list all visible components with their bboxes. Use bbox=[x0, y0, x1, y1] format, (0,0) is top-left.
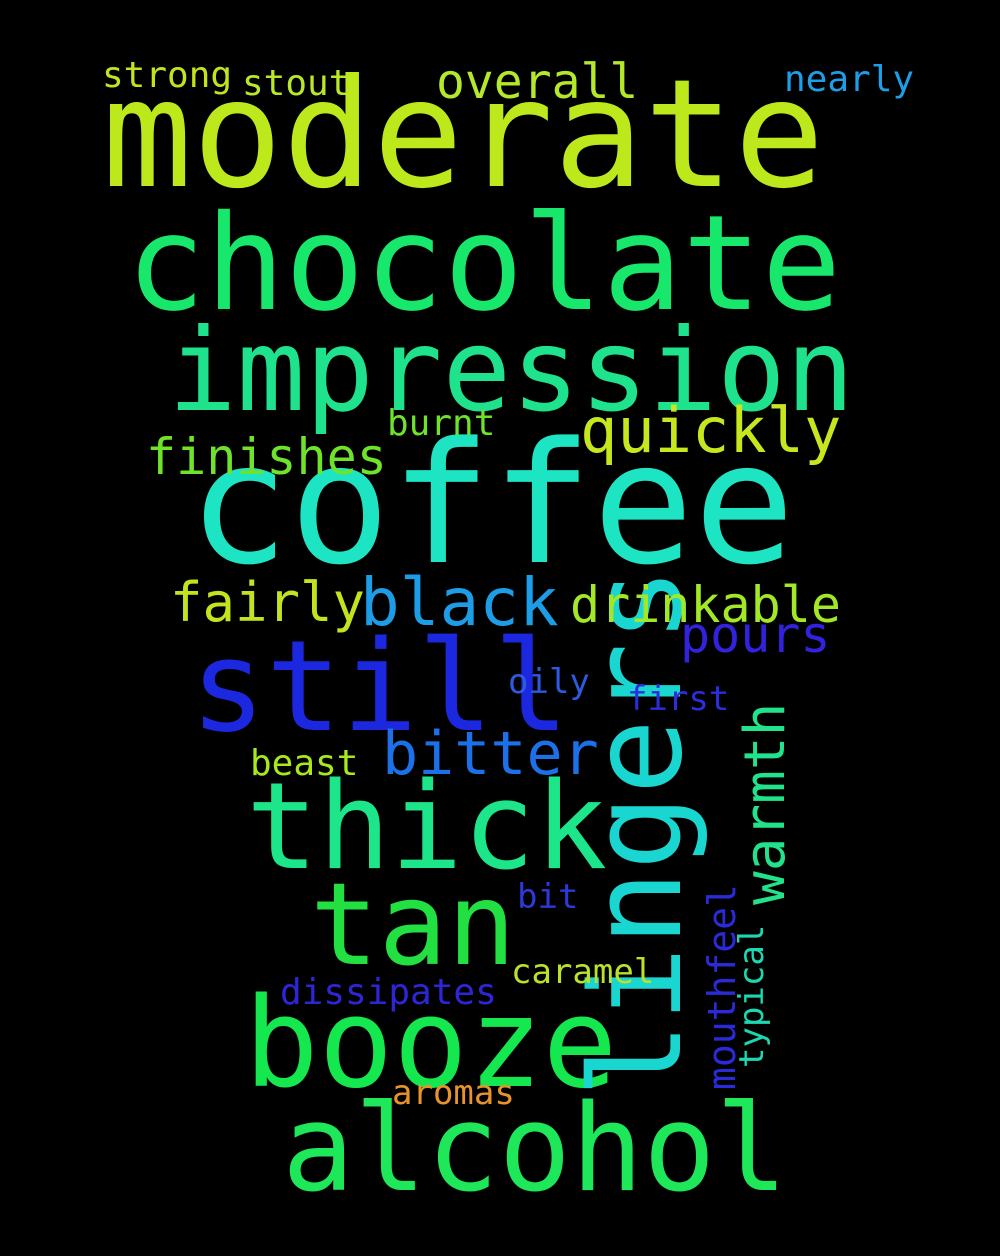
word-coffee: coffee bbox=[188, 406, 795, 602]
word-nearly: nearly bbox=[784, 59, 915, 100]
word-bitter: bitter bbox=[382, 719, 599, 789]
word-drinkable: drinkable bbox=[570, 576, 841, 634]
word-burnt: burnt bbox=[387, 403, 496, 444]
word-thick: thick bbox=[246, 758, 608, 897]
word-chocolate: chocolate bbox=[126, 187, 842, 341]
word-beast: beast bbox=[250, 743, 359, 784]
word-alcohol: alcohol bbox=[282, 1080, 788, 1219]
word-impression: impression bbox=[168, 304, 855, 437]
word-fairly: fairly bbox=[170, 571, 366, 634]
word-finishes: finishes bbox=[146, 428, 387, 486]
word-aromas: aromas bbox=[392, 1073, 515, 1113]
word-warmth: warmth bbox=[733, 702, 798, 905]
word-caramel: caramel bbox=[511, 952, 655, 992]
word-overall: overall bbox=[436, 54, 639, 110]
word-bit: bit bbox=[517, 877, 579, 917]
word-first: first bbox=[627, 679, 730, 719]
word-dissipates: dissipates bbox=[280, 972, 497, 1013]
word-typical: typical bbox=[732, 924, 772, 1068]
word-still: still bbox=[190, 613, 570, 760]
word-tan: tan bbox=[310, 858, 516, 991]
word-black: black bbox=[360, 564, 559, 641]
word-strong: strong bbox=[102, 55, 233, 96]
word-pours: pours bbox=[680, 606, 831, 664]
word-quickly: quickly bbox=[580, 394, 842, 467]
word-moderate: moderate bbox=[102, 48, 825, 222]
word-stout: stout bbox=[242, 63, 351, 104]
word-booze: booze bbox=[244, 972, 618, 1116]
word-oily: oily bbox=[508, 662, 590, 702]
